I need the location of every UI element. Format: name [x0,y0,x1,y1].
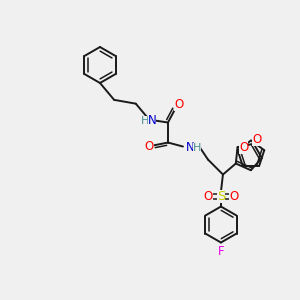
Text: N: N [186,141,194,154]
Text: O: O [203,190,213,203]
Text: H: H [193,142,201,152]
Text: O: O [239,141,248,154]
Text: O: O [174,98,184,111]
Text: F: F [218,245,224,258]
Text: O: O [229,190,239,203]
Text: O: O [144,140,154,153]
Text: H: H [141,116,149,125]
Text: S: S [217,190,225,203]
Text: N: N [148,114,156,127]
Text: O: O [252,133,262,146]
